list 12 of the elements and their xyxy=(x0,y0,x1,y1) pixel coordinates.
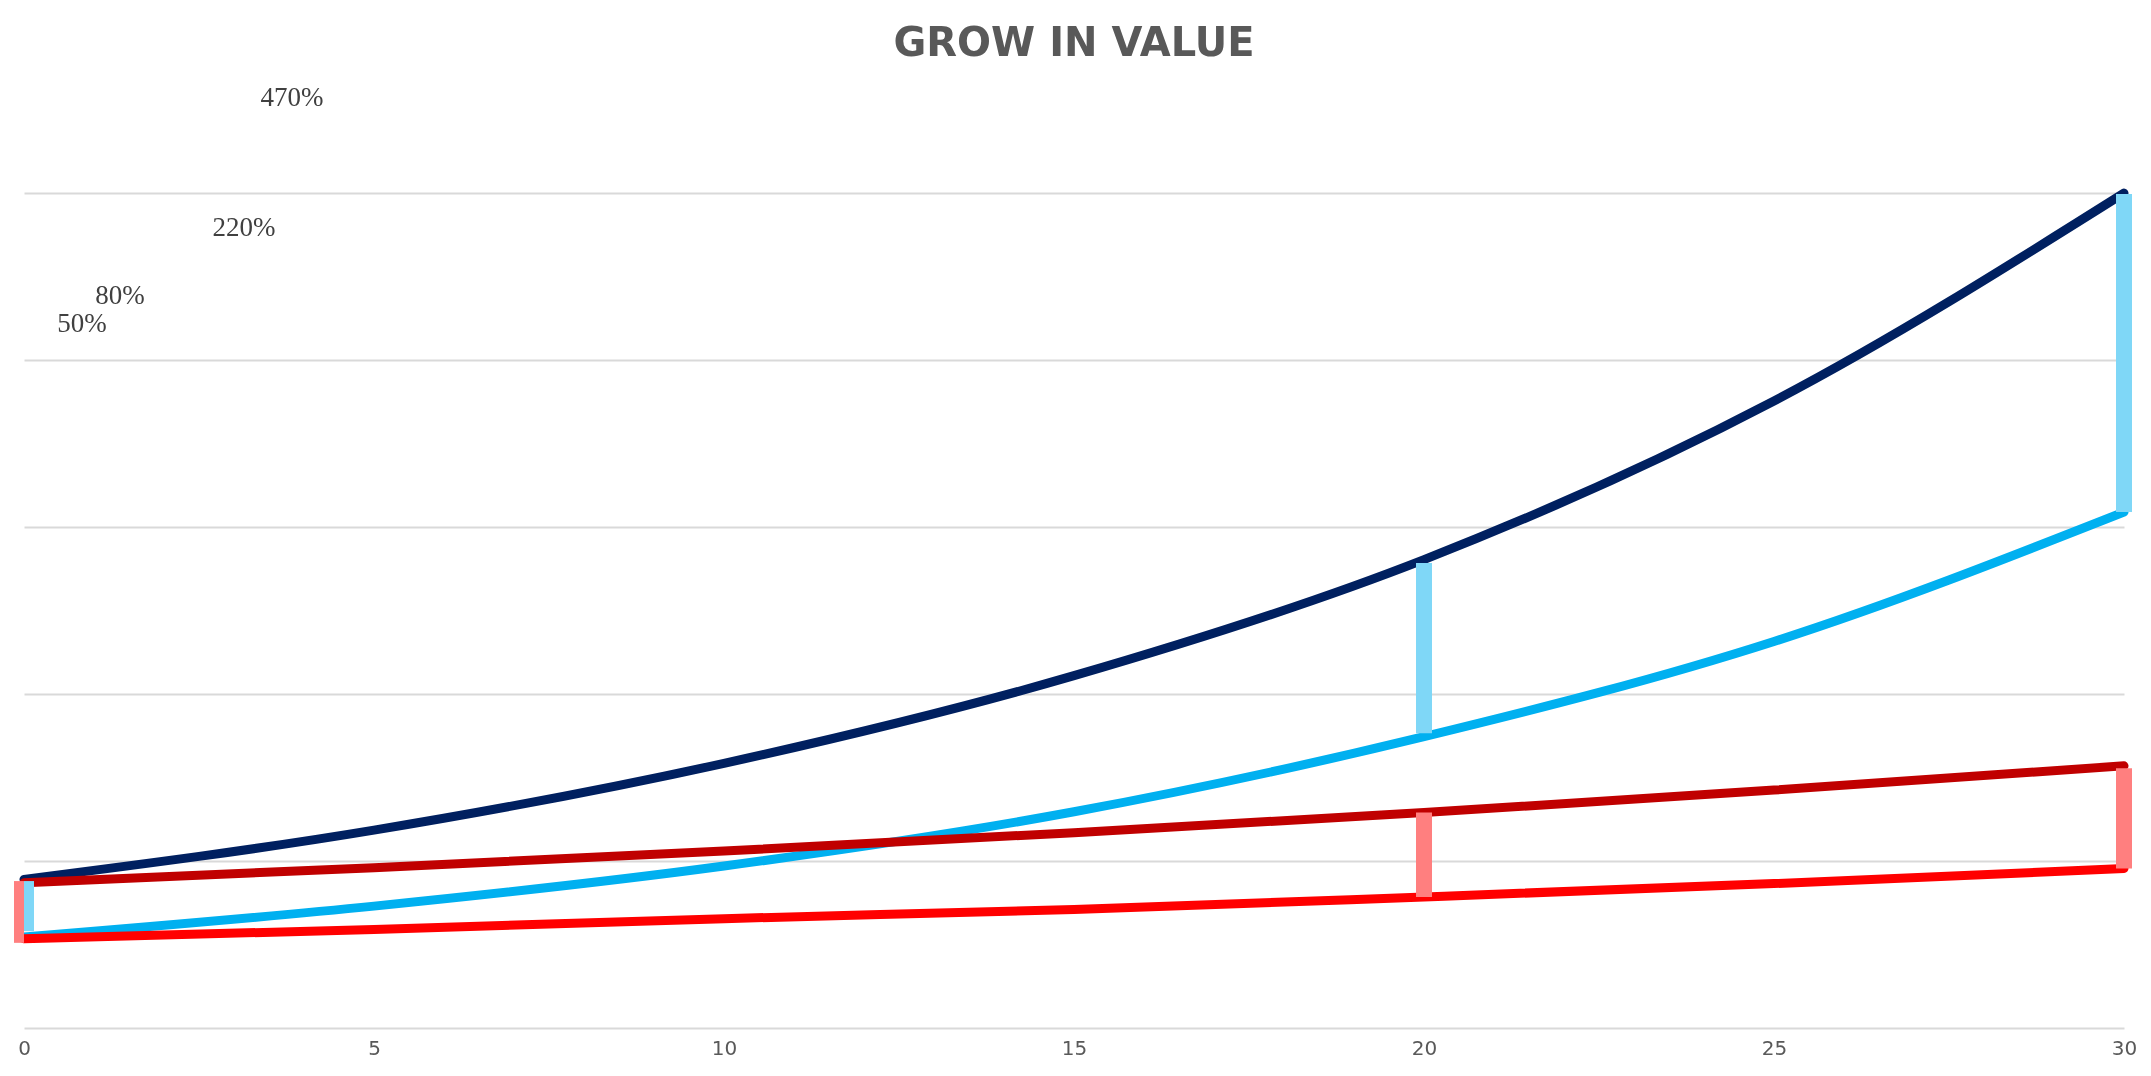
x-tick-label: 30 xyxy=(2111,1035,2138,1060)
x-tick-label: 25 xyxy=(1761,1035,1788,1060)
x-tick-label: 20 xyxy=(1411,1035,1438,1060)
x-tick-label: 15 xyxy=(1061,1035,1088,1060)
annotation: 220% xyxy=(212,212,276,242)
annotation: 50% xyxy=(57,308,107,338)
x-tick-label: 5 xyxy=(368,1035,381,1060)
chart-title: GROW IN VALUE xyxy=(893,19,1255,65)
annotation: 80% xyxy=(95,280,145,310)
x-tick-label: 10 xyxy=(711,1035,738,1060)
text: 470% xyxy=(260,82,324,112)
x-tick-label: 0 xyxy=(18,1035,31,1060)
